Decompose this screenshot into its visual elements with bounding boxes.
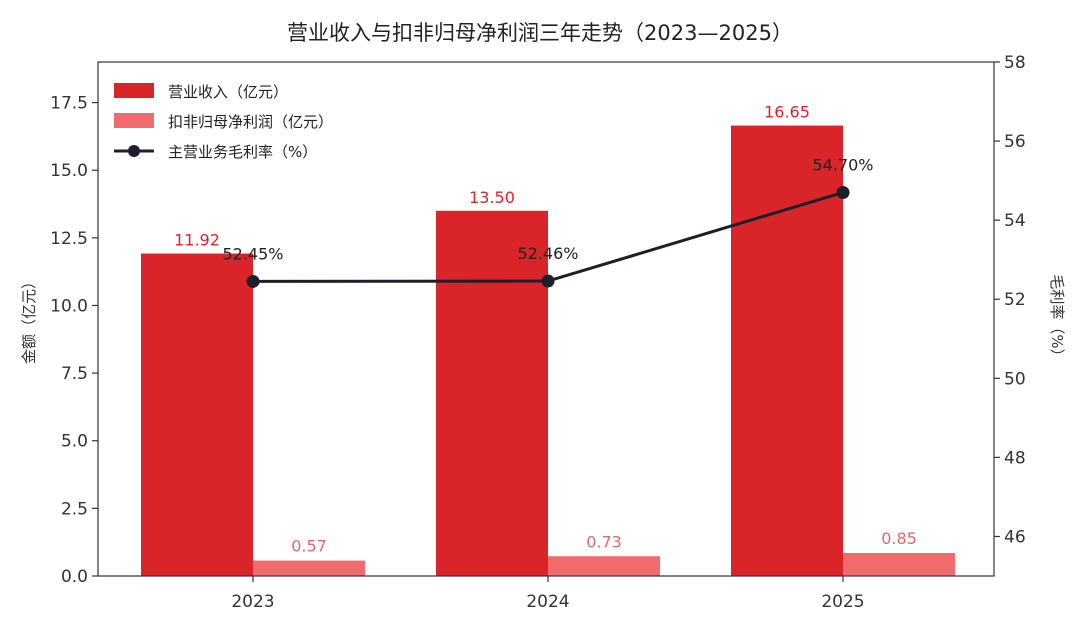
legend-marker-gross-margin — [128, 145, 140, 157]
right-tick-label-54: 54 — [1004, 211, 1026, 231]
left-tick-label-2.5: 2.5 — [61, 499, 88, 519]
label-revenue-2023: 11.92 — [174, 231, 220, 250]
right-tick-label-52: 52 — [1004, 290, 1026, 310]
legend-label-gross-margin: 主营业务毛利率（%） — [168, 143, 317, 161]
right-axis-ticks: 46 48 50 52 54 56 58 — [994, 53, 1026, 547]
legend: 营业收入（亿元） 扣非归母净利润（亿元） 主营业务毛利率（%） — [114, 83, 333, 161]
bar-revenue-2025 — [731, 125, 843, 577]
label-net-profit-2024: 0.73 — [586, 532, 622, 551]
left-axis-ticks: 0.0 2.5 5.0 7.5 10.0 12.5 15.0 17.5 — [50, 94, 98, 587]
point-gross-margin-2024 — [541, 274, 555, 288]
left-axis-label: 金额（亿元） — [20, 274, 38, 364]
bar-net-profit-2025 — [843, 553, 955, 576]
label-revenue-2024: 13.50 — [469, 188, 515, 207]
line-layer — [246, 185, 850, 288]
right-axis-label: 毛利率（%） — [1048, 274, 1066, 363]
right-tick-label-56: 56 — [1004, 132, 1026, 152]
x-tick-label-2025: 2025 — [821, 592, 864, 612]
left-tick-label-17.5: 17.5 — [50, 94, 88, 114]
x-tick-label-2023: 2023 — [231, 592, 274, 612]
label-net-profit-2023: 0.57 — [291, 537, 327, 556]
left-tick-label-12.5: 12.5 — [50, 229, 88, 249]
legend-label-net-profit: 扣非归母净利润（亿元） — [168, 113, 333, 131]
bar-net-profit-2023 — [253, 560, 365, 576]
left-tick-label-5.0: 5.0 — [61, 432, 88, 452]
chart-title: 营业收入与扣非归母净利润三年走势（2023—2025） — [287, 21, 793, 45]
label-gross-margin-2023: 52.45% — [222, 244, 283, 263]
label-revenue-2025: 16.65 — [764, 103, 810, 122]
point-gross-margin-2025 — [836, 185, 850, 199]
legend-swatch-net-profit — [114, 113, 154, 128]
left-tick-label-15.0: 15.0 — [50, 161, 88, 181]
bars-layer — [141, 125, 955, 577]
legend-label-revenue: 营业收入（亿元） — [168, 83, 288, 101]
right-tick-label-50: 50 — [1004, 369, 1026, 389]
bar-revenue-2024 — [436, 210, 548, 576]
right-tick-label-48: 48 — [1004, 448, 1026, 468]
right-tick-label-58: 58 — [1004, 53, 1026, 73]
right-tick-label-46: 46 — [1004, 527, 1026, 547]
x-tick-label-2024: 2024 — [526, 592, 569, 612]
label-net-profit-2025: 0.85 — [881, 529, 917, 548]
left-tick-label-10.0: 10.0 — [50, 296, 88, 316]
bar-revenue-2023 — [141, 253, 253, 576]
bar-net-profit-2024 — [548, 556, 660, 576]
x-axis-ticks: 2023 2024 2025 — [231, 576, 865, 612]
legend-swatch-revenue — [114, 83, 154, 98]
point-gross-margin-2023 — [246, 274, 260, 288]
label-gross-margin-2025: 54.70% — [812, 155, 873, 174]
data-labels-layer: 11.92 0.57 13.50 0.73 16.65 0.85 52.45% 52.46% 5… — [174, 103, 917, 556]
left-tick-label-7.5: 7.5 — [61, 364, 88, 384]
left-tick-label-0.0: 0.0 — [61, 567, 88, 587]
plot-frame — [97, 61, 995, 577]
label-gross-margin-2024: 52.46% — [517, 244, 578, 263]
